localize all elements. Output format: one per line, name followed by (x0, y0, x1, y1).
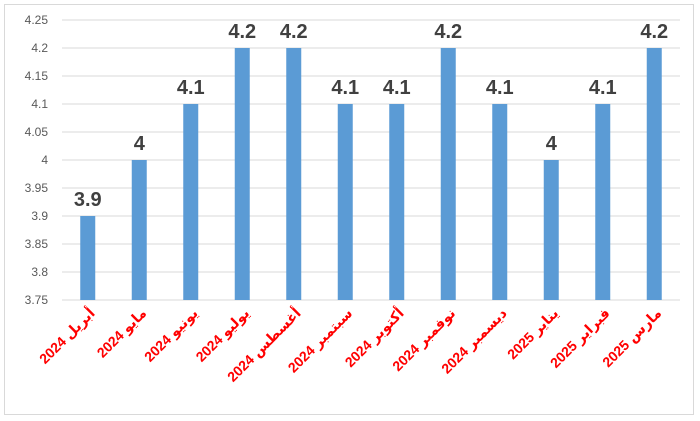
data-label: 4.1 (383, 77, 411, 99)
data-label: 3.9 (74, 189, 102, 211)
bar (389, 104, 405, 300)
data-label: 4 (134, 133, 146, 155)
y-tick-label: 4.15 (25, 69, 49, 83)
data-label: 4.1 (177, 77, 205, 99)
y-axis: 3.75 3.8 3.85 3.9 3.95 4 4.05 4.1 4.15 4.2 4.25 (25, 13, 49, 307)
data-label: 4.1 (486, 77, 514, 99)
data-label: 4.2 (228, 21, 256, 43)
y-tick-label: 3.95 (25, 181, 49, 195)
data-label: 4.1 (331, 77, 359, 99)
bar (646, 48, 662, 300)
y-tick-label: 4.05 (25, 125, 49, 139)
data-label: 4.2 (280, 21, 308, 43)
y-tick-label: 4.25 (25, 13, 49, 27)
bar (234, 48, 250, 300)
y-tick-label: 3.9 (31, 209, 48, 223)
y-tick-label: 3.85 (25, 237, 49, 251)
bar (543, 160, 559, 300)
bar (286, 48, 302, 300)
bar-series (80, 48, 662, 300)
bar (337, 104, 353, 300)
y-tick-label: 4.1 (31, 97, 48, 111)
bar (131, 160, 147, 300)
data-label: 4.2 (434, 21, 462, 43)
x-tick-label: يونيو 2024 (141, 305, 202, 366)
y-tick-label: 4 (41, 153, 48, 167)
bar (440, 48, 456, 300)
x-tick-label: أبريل 2024 (35, 304, 98, 367)
bar (595, 104, 611, 300)
y-tick-label: 4.2 (31, 41, 48, 55)
data-label: 4.2 (640, 21, 668, 43)
y-tick-label: 3.8 (31, 265, 48, 279)
gridlines (62, 19, 680, 301)
bar (492, 104, 508, 300)
bar (183, 104, 199, 300)
data-labels: 3.9 4 4.1 4.2 4.2 4.1 4.1 4.2 4.1 4 4.1 4.2 (74, 21, 668, 211)
data-label: 4.1 (589, 77, 617, 99)
y-tick-label: 3.75 (25, 293, 49, 307)
bar (80, 216, 96, 300)
data-label: 4 (546, 133, 558, 155)
